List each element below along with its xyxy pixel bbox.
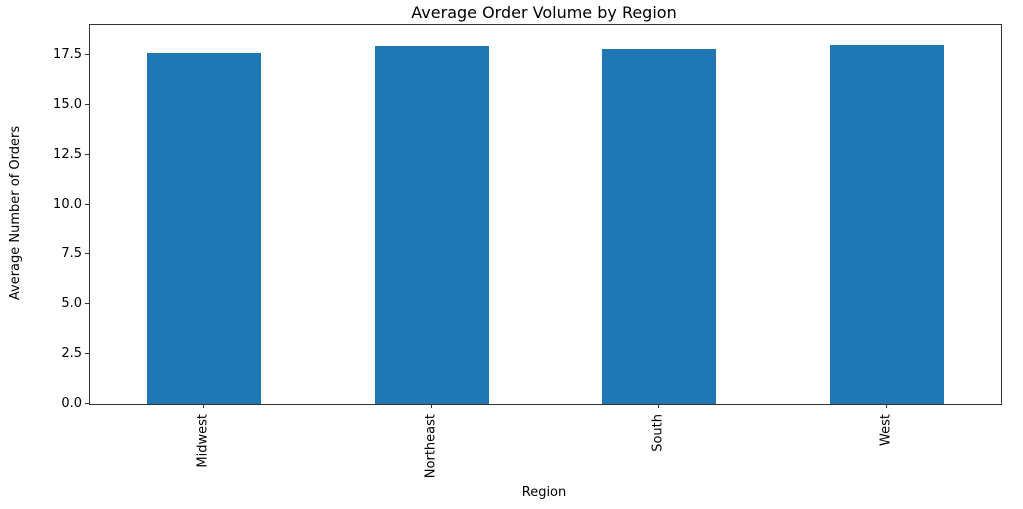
y-tick-label: 17.5 bbox=[53, 47, 82, 62]
y-tick-label: 5.0 bbox=[61, 296, 82, 311]
x-tick-label: South bbox=[650, 414, 666, 452]
y-tick-mark bbox=[85, 353, 89, 354]
plot-area bbox=[89, 24, 1002, 405]
y-tick-mark bbox=[85, 204, 89, 205]
y-tick-label: 7.5 bbox=[61, 246, 82, 261]
y-tick-mark bbox=[85, 403, 89, 404]
y-tick-mark bbox=[85, 54, 89, 55]
y-tick-label: 0.0 bbox=[61, 396, 82, 411]
y-tick-label: 2.5 bbox=[61, 346, 82, 361]
bar-west bbox=[830, 44, 945, 404]
y-tick-mark bbox=[85, 303, 89, 304]
y-tick-label: 12.5 bbox=[53, 147, 82, 162]
bar-south bbox=[602, 48, 717, 404]
x-tick-mark bbox=[886, 404, 887, 408]
bar-northeast bbox=[374, 45, 489, 404]
x-tick-mark bbox=[203, 404, 204, 408]
y-tick-label: 15.0 bbox=[53, 97, 82, 112]
x-tick-mark bbox=[658, 404, 659, 408]
bar-midwest bbox=[146, 52, 261, 404]
y-tick-label: 10.0 bbox=[53, 197, 82, 212]
x-tick-label: Northeast bbox=[423, 414, 439, 479]
x-axis-label: Region bbox=[521, 485, 567, 500]
y-tick-mark bbox=[85, 253, 89, 254]
chart-title: Average Order Volume by Region bbox=[411, 3, 677, 22]
y-tick-mark bbox=[85, 154, 89, 155]
x-tick-label: Midwest bbox=[195, 414, 211, 468]
y-tick-mark bbox=[85, 104, 89, 105]
x-tick-mark bbox=[431, 404, 432, 408]
x-tick-label: West bbox=[878, 414, 894, 446]
